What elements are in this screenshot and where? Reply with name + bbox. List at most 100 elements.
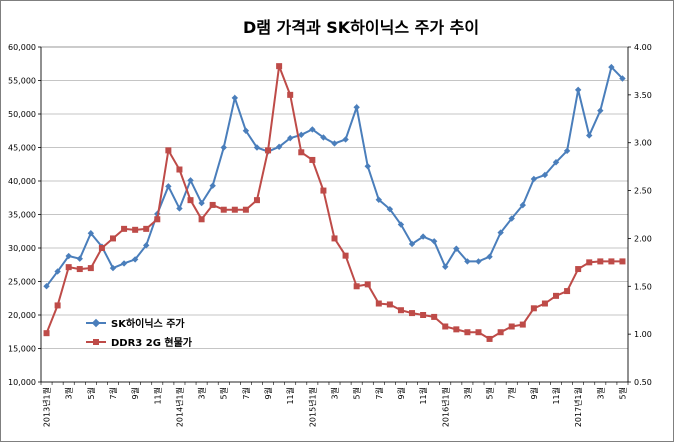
data-point	[386, 205, 394, 213]
left-tick-label: 10,000	[8, 378, 36, 387]
data-point	[619, 258, 626, 265]
data-point	[519, 201, 526, 209]
data-point	[486, 253, 493, 260]
x-tick-label: 2015년1월	[307, 387, 317, 427]
data-point	[408, 240, 416, 248]
data-point	[54, 302, 61, 309]
x-tick-label: 5월	[219, 387, 229, 399]
x-axis-ticks: 2013년1월 3월 5월 7월 9월 11월 2014년1월 3월 5월 7월 9월 11월 2015…	[40, 382, 629, 427]
data-point	[397, 221, 405, 228]
data-point	[298, 149, 305, 156]
data-point	[364, 163, 371, 170]
data-point	[464, 329, 471, 336]
data-point	[530, 175, 538, 183]
data-point	[541, 171, 549, 179]
left-axis-ticks: 10,000 15,000 20,000 25,000 30,000 35,000 40,0…	[8, 43, 41, 387]
data-point	[286, 134, 294, 142]
data-point	[320, 187, 327, 194]
grid	[41, 46, 628, 383]
data-point	[619, 75, 626, 82]
data-point	[231, 206, 238, 213]
data-point	[87, 265, 94, 272]
data-point	[563, 147, 571, 155]
data-point	[397, 307, 404, 314]
data-point	[475, 258, 482, 265]
data-point	[386, 301, 393, 308]
x-tick-label: 7월	[241, 387, 251, 399]
x-tick-label: 5월	[485, 387, 495, 399]
left-tick-label: 50,000	[8, 110, 36, 119]
right-tick-label: 1.00	[634, 330, 652, 339]
x-tick-label: 7월	[108, 387, 118, 399]
data-point	[597, 107, 604, 114]
left-tick-label: 60,000	[8, 43, 36, 52]
data-point	[553, 292, 560, 299]
x-tick-label: 11월	[285, 387, 295, 405]
x-tick-label: 3월	[595, 387, 605, 399]
data-point	[497, 329, 504, 336]
left-tick-label: 45,000	[8, 144, 36, 153]
data-point	[65, 264, 72, 271]
data-point	[198, 199, 205, 207]
x-tick-label: 7월	[374, 387, 384, 399]
data-point	[109, 264, 117, 272]
data-point	[442, 323, 449, 330]
x-tick-label: 9월	[396, 387, 406, 399]
x-tick-label: 9월	[529, 387, 539, 399]
data-point	[342, 252, 349, 259]
data-point	[430, 238, 438, 245]
x-tick-label: 9월	[130, 387, 140, 399]
data-point	[419, 233, 427, 240]
data-point	[608, 258, 615, 265]
series-dram	[43, 63, 626, 342]
data-point	[242, 206, 249, 213]
legend-label-stock: SK하이닉스 주가	[111, 317, 185, 330]
x-tick-label: 5월	[86, 387, 96, 399]
left-tick-label: 20,000	[8, 311, 36, 320]
data-point	[132, 226, 139, 233]
data-point	[121, 225, 128, 232]
legend-label-dram: DDR3 2G 현물가	[111, 336, 193, 349]
data-point	[320, 134, 327, 141]
data-point	[198, 216, 205, 223]
legend-marker-dram	[93, 339, 99, 345]
x-tick-label: 9월	[263, 387, 273, 399]
legend: SK하이닉스 주가 DDR3 2G 현물가	[86, 317, 193, 349]
series-line	[45, 65, 624, 287]
data-point	[453, 326, 460, 333]
data-point	[43, 282, 50, 290]
data-point	[143, 242, 150, 249]
data-point	[575, 266, 582, 273]
left-tick-label: 30,000	[8, 244, 36, 253]
data-point	[165, 183, 172, 190]
right-tick-label: 2.50	[634, 187, 652, 196]
data-point	[564, 288, 571, 295]
data-point	[220, 144, 227, 151]
chart-title: D램 가격과 SK하이닉스 주가 추이	[243, 18, 479, 37]
x-tick-label: 2016년1월	[440, 387, 450, 427]
data-point	[342, 136, 349, 143]
left-tick-label: 25,000	[8, 278, 36, 287]
right-tick-label: 0.50	[634, 378, 652, 387]
data-point	[331, 140, 338, 147]
data-point	[65, 252, 72, 260]
data-point	[586, 132, 593, 139]
x-tick-label: 3월	[330, 387, 340, 399]
data-point	[453, 245, 460, 252]
x-tick-label: 3월	[462, 387, 472, 399]
series-line	[45, 65, 623, 341]
data-point	[176, 166, 183, 173]
right-tick-label: 3.00	[634, 139, 652, 148]
right-tick-label: 2.00	[634, 234, 652, 243]
x-tick-label: 11월	[152, 387, 162, 405]
x-tick-label: 11월	[551, 387, 561, 405]
data-point	[242, 127, 250, 134]
series	[43, 63, 626, 342]
data-point	[364, 281, 371, 288]
x-tick-label: 7월	[507, 387, 517, 399]
data-point	[275, 143, 283, 151]
data-point	[220, 206, 227, 213]
data-point	[76, 266, 83, 273]
